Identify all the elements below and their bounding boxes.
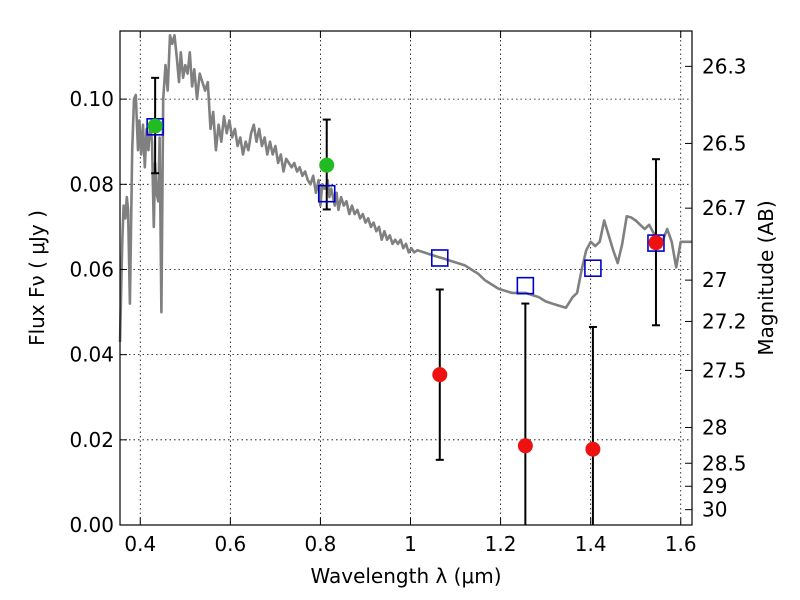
y-tick-label: 0.08 [69, 172, 114, 196]
x-tick-labels: 0.4 0.6 0.8 1 1.2 1.4 1.6 [124, 532, 696, 556]
right-tick-label: 26.5 [702, 131, 747, 155]
right-axis-label: Magnitude (AB) [754, 200, 778, 355]
spectrum-line [118, 34, 692, 342]
photometry-point [319, 157, 335, 173]
photometry-point [147, 118, 163, 134]
model-square [430, 249, 449, 267]
model-square [317, 184, 336, 203]
x-tick-label: 0.6 [214, 532, 246, 556]
x-axis-label: Wavelength λ (μm) [310, 564, 501, 588]
right-tick-label: 26.7 [702, 196, 747, 220]
y-tick-label: 0.00 [69, 513, 114, 537]
x-tick-label: 1.6 [665, 532, 697, 556]
x-tick-label: 1.4 [575, 532, 607, 556]
photometry-point [648, 235, 664, 251]
right-tick-label: 28 [702, 415, 727, 439]
photometry-points [147, 118, 664, 457]
photometry-point [585, 441, 601, 457]
right-tick-label: 26.3 [702, 54, 747, 78]
plot-frame [119, 30, 693, 526]
model-squares [146, 118, 665, 295]
right-tick-label: 27.5 [702, 358, 747, 382]
spectrum-path [118, 34, 692, 342]
axis-ticks [120, 31, 692, 526]
photometry-point [517, 438, 533, 454]
x-tick-label: 1 [404, 532, 417, 556]
x-tick-label: 0.8 [305, 532, 337, 556]
right-tick-label: 28.5 [702, 451, 747, 475]
right-tick-label: 30 [702, 498, 727, 522]
y-tick-labels: 0.00 0.02 0.04 0.06 0.08 0.10 [69, 87, 114, 537]
right-tick-label: 29 [702, 474, 727, 498]
y-axis-label: Flux Fν ( μJy ) [25, 210, 49, 346]
error-bars [151, 76, 660, 525]
grid [120, 31, 692, 526]
model-square [516, 276, 535, 295]
y-tick-label: 0.06 [69, 257, 114, 281]
y-tick-label: 0.10 [69, 87, 114, 111]
model-square [584, 259, 602, 278]
photometry-point [432, 367, 448, 383]
y-tick-label: 0.04 [69, 343, 114, 367]
right-tick-label: 27 [702, 268, 727, 292]
y-tick-label: 0.02 [69, 428, 114, 452]
model-square [647, 234, 665, 252]
right-tick-label: 27.2 [702, 309, 747, 333]
x-tick-label: 0.4 [124, 532, 156, 556]
x-tick-label: 1.2 [485, 532, 517, 556]
